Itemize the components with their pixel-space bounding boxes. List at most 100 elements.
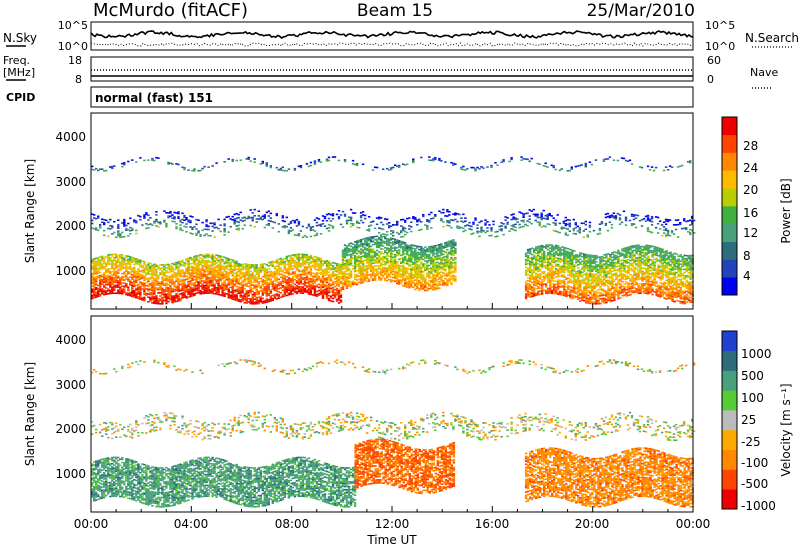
echo-cell	[267, 265, 270, 267]
echo-cell	[621, 280, 624, 283]
echo-cell	[143, 262, 146, 265]
echo-cell	[281, 274, 284, 276]
echo-cell	[454, 277, 457, 279]
echo-cell	[392, 269, 395, 271]
echo-cell	[386, 267, 389, 270]
echo-cell	[297, 278, 301, 280]
echo-cell	[361, 275, 365, 278]
echo-cell	[323, 271, 327, 274]
echo-cell	[414, 276, 417, 278]
echo-cell	[277, 264, 280, 267]
echo-cell	[359, 274, 363, 277]
echo-cell	[531, 259, 534, 262]
echo-cell	[143, 282, 146, 285]
echo-cell	[153, 285, 156, 287]
echo-cell	[111, 287, 114, 290]
echo-cell	[428, 270, 431, 273]
echo-cell	[111, 289, 114, 291]
echo-cell	[347, 261, 351, 264]
echo-cell	[599, 302, 602, 305]
echo-cell	[291, 254, 295, 256]
echo-cell	[438, 248, 441, 251]
echo-cell	[557, 293, 560, 295]
echo-cell	[231, 295, 234, 297]
echo-cell	[105, 256, 108, 258]
echo-cell	[386, 275, 389, 277]
echo-cell	[434, 259, 437, 261]
echo-cell	[343, 247, 347, 250]
echo-cell	[617, 265, 620, 267]
power-heatmap	[91, 156, 696, 305]
echo-cell	[275, 290, 278, 292]
echo-cell	[438, 271, 441, 274]
echo-cell	[135, 284, 138, 287]
echo-cell	[169, 291, 172, 293]
echo-cell	[398, 243, 401, 245]
echo-cell	[410, 270, 413, 273]
echo-cell	[317, 283, 321, 286]
echo-cell	[531, 272, 534, 274]
echo-cell	[247, 271, 250, 274]
echo-cell	[249, 290, 252, 292]
echo-cell	[424, 286, 427, 289]
echo-cell	[311, 259, 315, 262]
echo-cell	[155, 270, 158, 272]
echo-cell	[309, 293, 313, 296]
echo-cell	[269, 262, 272, 265]
echo-cell	[325, 294, 329, 296]
echo-cell	[313, 265, 317, 267]
echo-cell	[577, 278, 580, 280]
echo-cell	[388, 255, 391, 258]
echo-cell	[436, 258, 439, 261]
echo-cell	[363, 237, 367, 240]
noise-right-tick-bottom: 10^0	[705, 40, 735, 53]
echo-cell	[557, 280, 560, 283]
echo-cell	[410, 254, 413, 257]
echo-cell	[446, 249, 449, 251]
echo-cell	[367, 255, 371, 257]
echo-cell	[396, 282, 399, 285]
echo-cell	[432, 276, 435, 279]
echo-cell	[287, 259, 291, 262]
echo-cell	[251, 303, 254, 305]
echo-cell	[327, 285, 331, 288]
echo-cell	[225, 293, 228, 295]
echo-cell	[424, 277, 427, 279]
echo-cell	[103, 275, 106, 277]
echo-cell	[145, 284, 148, 287]
echo-cell	[213, 274, 216, 276]
echo-cell	[531, 286, 534, 288]
echo-cell	[629, 293, 632, 296]
echo-cell	[209, 255, 212, 257]
echo-cell	[179, 293, 182, 295]
echo-cell	[345, 273, 349, 275]
echo-cell	[211, 277, 214, 279]
echo-cell	[321, 284, 325, 287]
echo-cell	[285, 255, 288, 258]
echo-cell	[213, 263, 216, 265]
echo-cell	[593, 287, 596, 290]
echo-cell	[305, 277, 309, 279]
echo-cell	[255, 267, 258, 269]
echo-cell	[247, 280, 250, 283]
echo-cell	[155, 296, 158, 299]
echo-cell	[289, 288, 293, 291]
echo-cell	[281, 280, 284, 282]
echo-cell	[367, 261, 371, 264]
echo-cell	[161, 299, 164, 302]
echo-cell	[434, 269, 437, 272]
echo-cell	[115, 278, 118, 280]
echo-cell	[133, 260, 136, 263]
echo-cell	[315, 276, 319, 279]
echo-cell	[617, 269, 620, 272]
echo-cell	[311, 261, 315, 264]
echo-cell	[408, 259, 411, 261]
echo-cell	[239, 263, 242, 266]
echo-cell	[207, 267, 210, 270]
echo-cell	[169, 289, 172, 292]
echo-cell	[191, 268, 194, 271]
echo-cell	[444, 274, 447, 277]
echo-cell	[345, 254, 349, 257]
echo-cell	[430, 247, 433, 249]
echo-cell	[135, 273, 138, 276]
